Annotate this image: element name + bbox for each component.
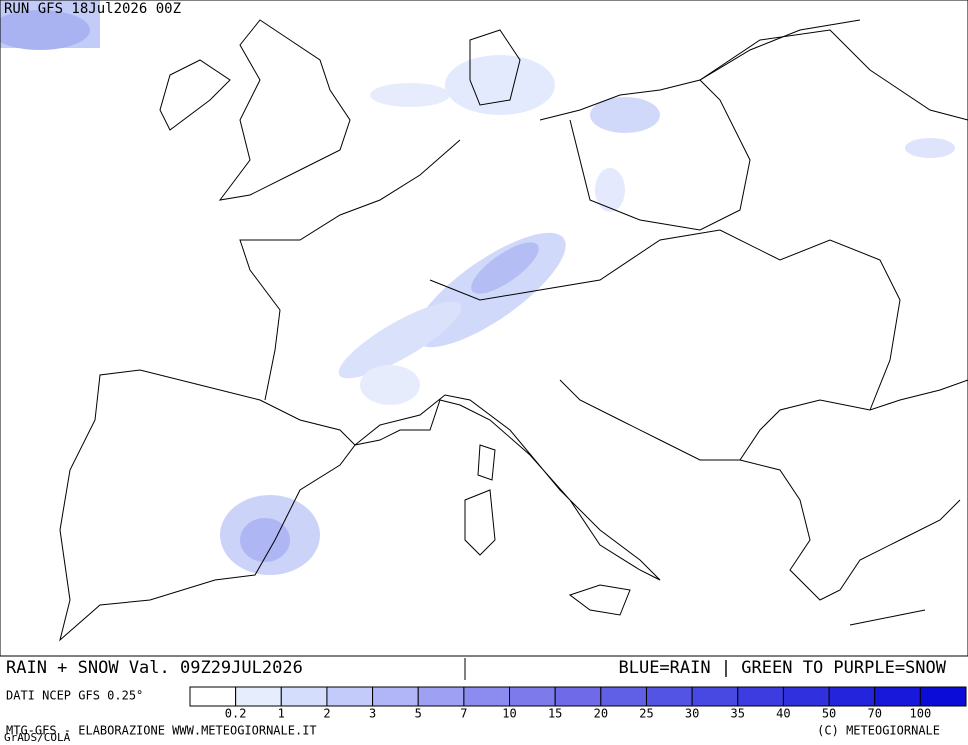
legend-swatch [828, 686, 876, 707]
legend-swatch [463, 686, 511, 707]
legend-swatch [645, 686, 693, 707]
legend-label: 40 [776, 707, 790, 721]
legend-label: 1 [278, 707, 285, 721]
legend-label: 2 [323, 707, 330, 721]
legend: 0.2 1 2 3 5 7 10 15 20 25 30 35 40 50 70 100 [189, 686, 967, 721]
legend-label: 3 [369, 707, 376, 721]
legend-label: 15 [548, 707, 562, 721]
legend-swatch [874, 686, 921, 707]
map-frame [0, 0, 968, 657]
legend-swatch [919, 686, 967, 707]
footer-title: RAIN + SNOW Val. 09Z29JUL2026 [6, 658, 303, 678]
credit-left: MTG-GFS - ELABORAZIONE WWW.METEOGIORNALE… [6, 724, 317, 738]
legend-label: 0.2 [225, 707, 247, 721]
legend-label: 20 [594, 707, 608, 721]
legend-swatch [554, 686, 602, 707]
coastlines [59, 19, 968, 642]
legend-swatch [691, 686, 739, 707]
legend-label: 30 [685, 707, 699, 721]
legend-swatch [737, 686, 784, 707]
run-label: RUN GFS 18Jul2026 00Z [4, 1, 181, 17]
legend-label: 25 [639, 707, 653, 721]
legend-label: 35 [731, 707, 745, 721]
legend-swatch [600, 686, 647, 707]
legend-swatch [417, 686, 465, 707]
credit-right: (C) METEOGIORNALE [817, 724, 940, 738]
legend-swatch [326, 686, 374, 707]
legend-swatch [189, 686, 237, 707]
legend-swatch [280, 686, 328, 707]
precipitation [0, 0, 955, 575]
legend-label: 5 [415, 707, 422, 721]
legend-label: 7 [460, 707, 467, 721]
legend-label: 10 [502, 707, 516, 721]
source: DATI NCEP GFS 0.25° [6, 689, 143, 703]
legend-swatch [782, 686, 830, 707]
legend-swatch [509, 686, 556, 707]
legend-label: 70 [867, 707, 881, 721]
legend-swatch [235, 686, 282, 707]
footer-note: BLUE=RAIN | GREEN TO PURPLE=SNOW [618, 658, 946, 678]
legend-swatch [372, 686, 419, 707]
legend-label: 50 [822, 707, 836, 721]
legend-label: 100 [910, 707, 932, 721]
software: GrADS/COLA [4, 731, 71, 744]
